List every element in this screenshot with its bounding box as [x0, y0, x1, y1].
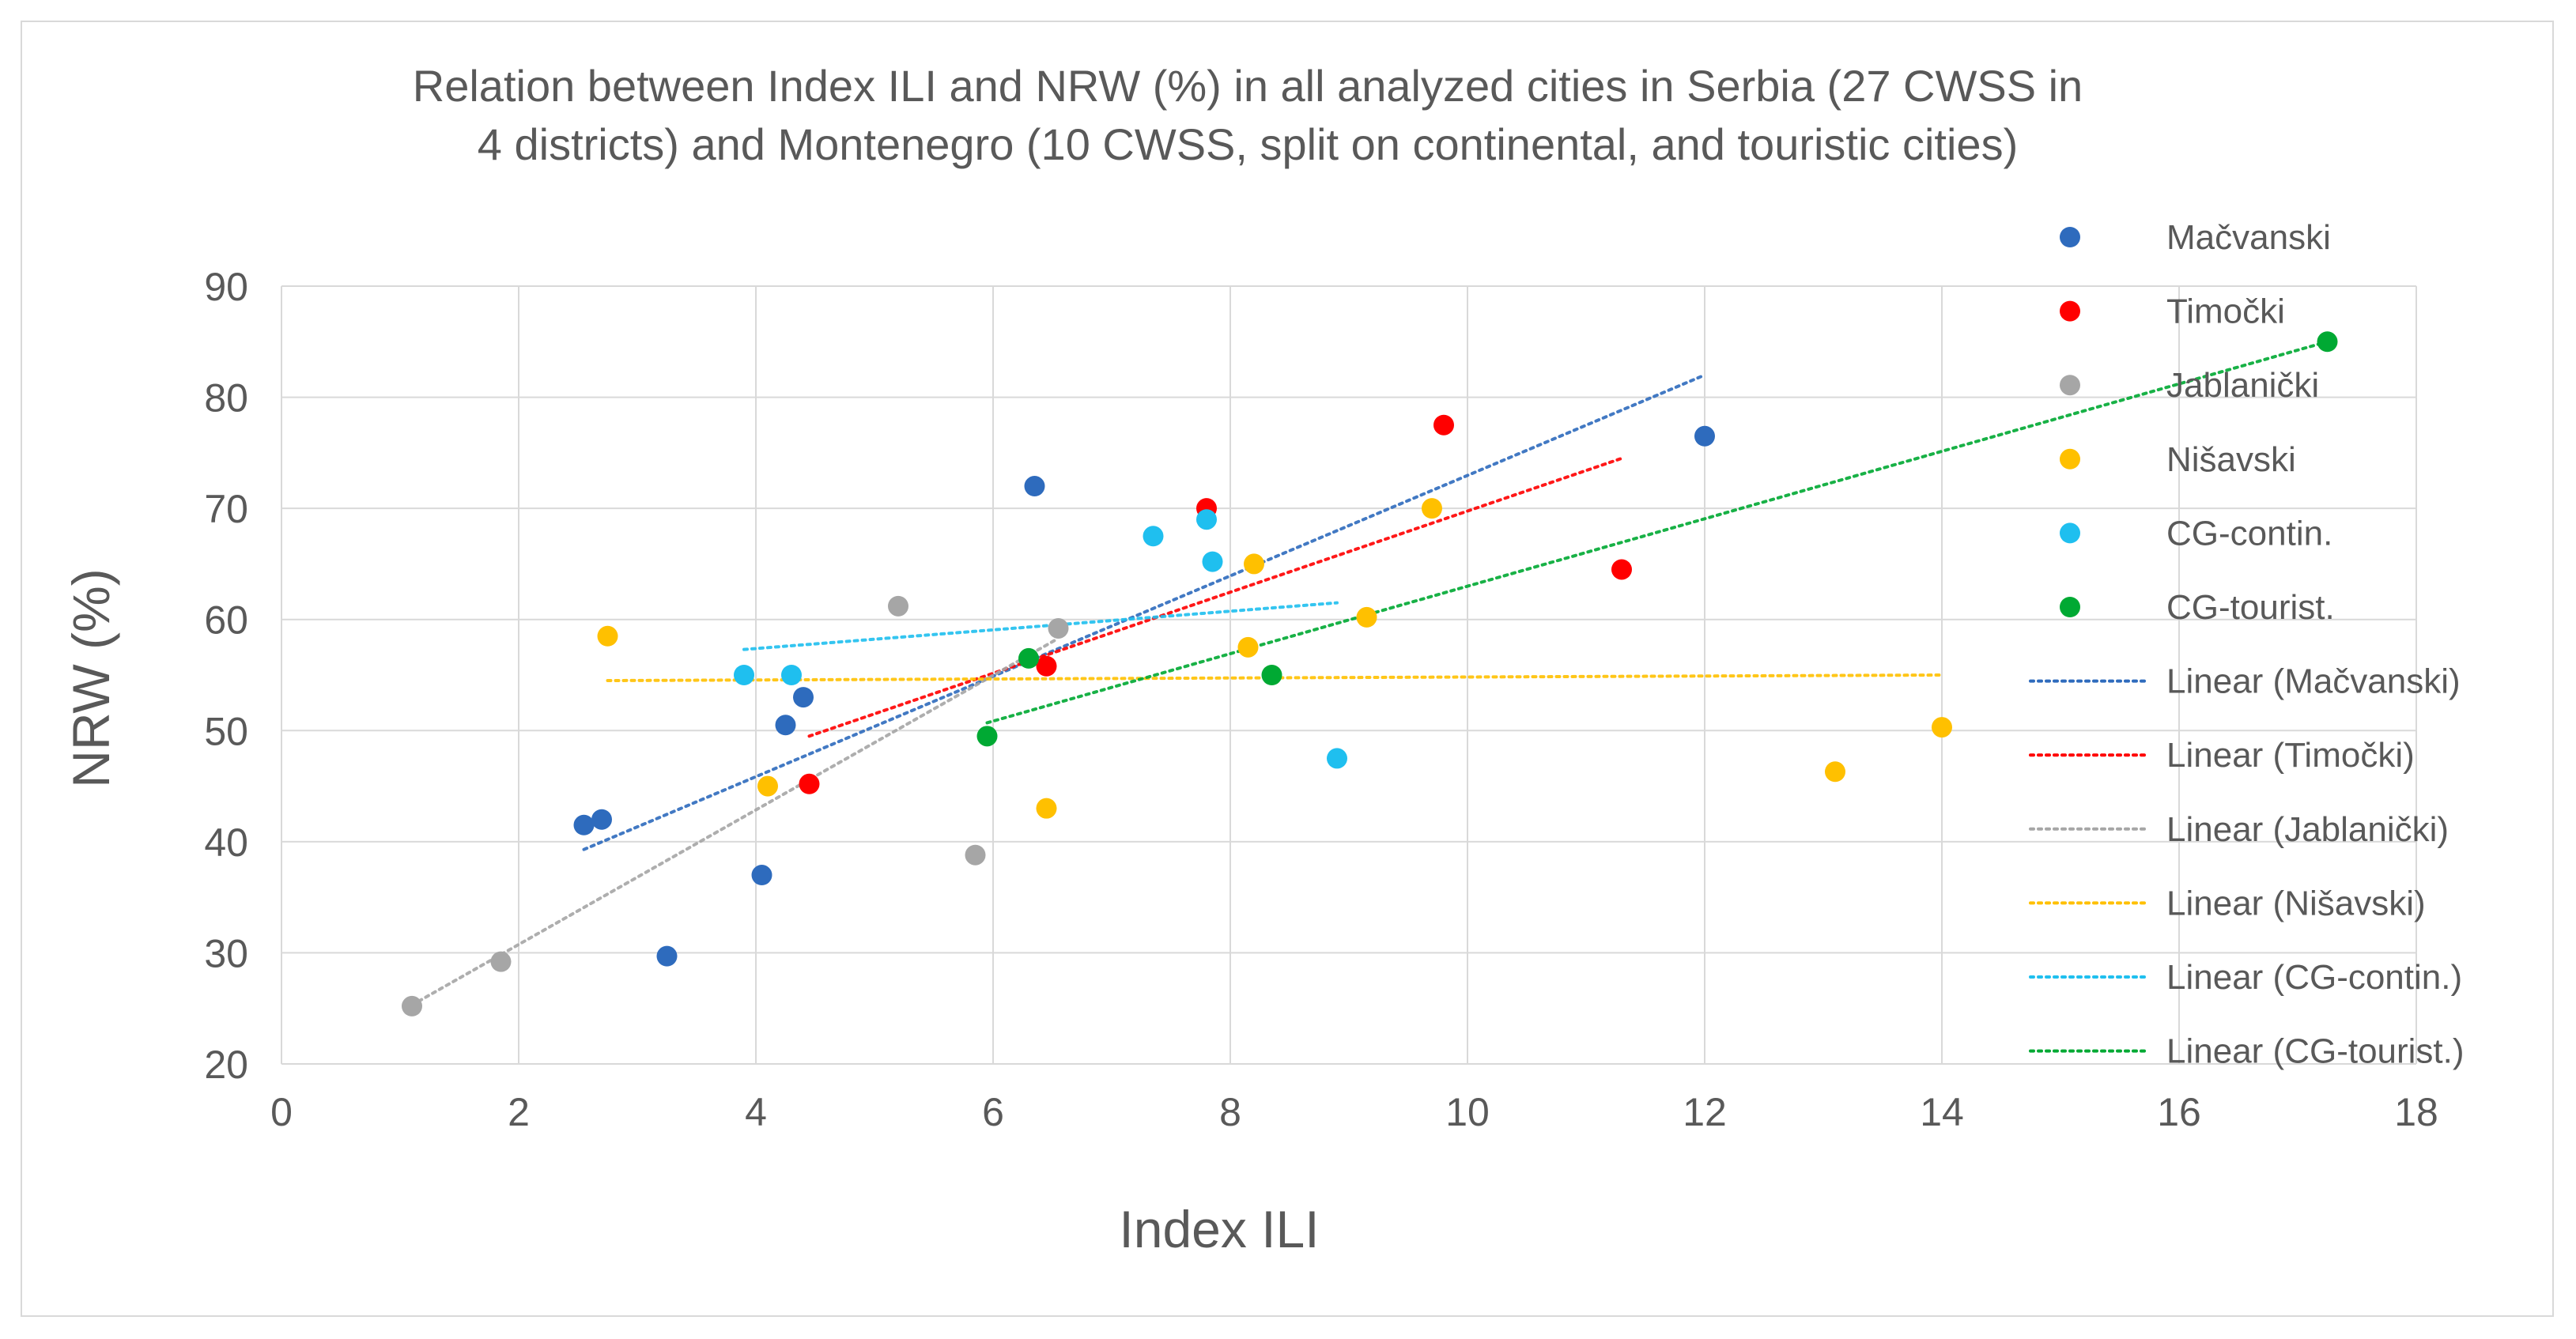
- data-point: [775, 715, 796, 736]
- x-tick-label: 6: [982, 1090, 1004, 1134]
- legend-label: Linear (Nišavski): [2166, 884, 2426, 922]
- data-point: [781, 665, 802, 685]
- x-tick-label: 18: [2394, 1090, 2438, 1134]
- data-point: [1611, 559, 1632, 580]
- data-point: [1024, 476, 1045, 497]
- scatter-chart: Relation between Index ILI and NRW (%) i…: [62, 61, 2465, 1258]
- y-tick-label: 40: [204, 820, 248, 865]
- data-point: [1356, 606, 1377, 628]
- data-point: [656, 945, 678, 967]
- legend-label: CG-contin.: [2166, 514, 2332, 553]
- gridlines: [281, 285, 2417, 1065]
- legend-marker: [2060, 375, 2080, 396]
- trendline: [582, 373, 1706, 851]
- data-point: [1196, 509, 1217, 530]
- data-point: [1143, 526, 1164, 547]
- data-point: [573, 814, 595, 835]
- data-point: [751, 865, 772, 886]
- data-point: [1244, 553, 1264, 575]
- data-point: [976, 726, 998, 747]
- x-tick-label: 2: [508, 1090, 530, 1134]
- legend-label: Linear (Mačvanski): [2166, 662, 2461, 701]
- data-point: [2317, 331, 2338, 353]
- data-point: [1932, 717, 1952, 738]
- x-axis-title: Index ILI: [1119, 1200, 1319, 1258]
- x-tick-label: 10: [1445, 1090, 1490, 1134]
- trendline: [410, 636, 1060, 1007]
- data-point: [793, 687, 814, 708]
- y-tick-label: 50: [204, 709, 248, 753]
- legend-label: Nišavski: [2166, 440, 2296, 479]
- data-point: [402, 995, 422, 1017]
- y-tick-label: 20: [204, 1043, 248, 1087]
- y-tick-label: 90: [204, 265, 248, 309]
- data-point: [799, 773, 820, 794]
- y-tick-label: 60: [204, 598, 248, 643]
- y-tick-label: 30: [204, 931, 248, 975]
- trendline: [742, 601, 1339, 651]
- x-tick-label: 14: [1920, 1090, 1964, 1134]
- data-point: [888, 595, 908, 617]
- y-tick-label: 70: [204, 487, 248, 531]
- data-point: [1018, 647, 1039, 669]
- chart-frame: Relation between Index ILI and NRW (%) i…: [21, 21, 2554, 1317]
- trendline: [985, 340, 2329, 725]
- x-tick-label: 16: [2157, 1090, 2201, 1134]
- x-tick-label: 8: [1219, 1090, 1241, 1134]
- data-points: [402, 331, 2338, 1017]
- x-tick-label: 12: [1683, 1090, 1727, 1134]
- legend-marker: [2060, 597, 2080, 617]
- legend-label: CG-tourist.: [2166, 588, 2335, 627]
- legend-marker: [2060, 448, 2080, 470]
- legend-label: Linear (CG-contin.): [2166, 958, 2462, 997]
- data-point: [757, 775, 778, 797]
- data-point: [1036, 655, 1057, 677]
- y-axis-title: NRW (%): [62, 568, 120, 787]
- data-point: [1694, 425, 1715, 447]
- y-tick-label: 80: [204, 376, 248, 421]
- legend-marker: [2060, 227, 2080, 247]
- trendline: [807, 456, 1623, 738]
- data-point: [1825, 761, 1845, 783]
- data-point: [734, 665, 754, 685]
- data-point: [1433, 414, 1454, 436]
- x-tick-label: 4: [745, 1090, 767, 1134]
- data-point: [597, 625, 618, 647]
- data-point: [1202, 551, 1223, 572]
- data-point: [490, 951, 512, 972]
- data-point: [591, 809, 612, 830]
- axis-ticks: 0 2 4 6 8 10 12 14 16 18 20 30 40 50 60 70 80 90: [204, 265, 2438, 1134]
- chart-title: Relation between Index ILI and NRW (%) i…: [413, 61, 2083, 169]
- legend-marker: [2060, 300, 2080, 322]
- legend-label: Mačvanski: [2166, 218, 2331, 257]
- legend-label: Linear (Jablanički): [2166, 810, 2449, 849]
- legend-label: Timočki: [2166, 292, 2285, 331]
- data-point: [1327, 748, 1347, 769]
- legend-marker: [2060, 522, 2080, 544]
- data-point: [1237, 636, 1259, 658]
- data-point: [1422, 498, 1442, 519]
- data-point: [1261, 665, 1282, 685]
- chart-title-line-1: Relation between Index ILI and NRW (%) i…: [413, 61, 2083, 111]
- legend-label: Jablanički: [2166, 366, 2319, 405]
- legend-label: Linear (CG-tourist.): [2166, 1032, 2465, 1071]
- data-point: [965, 844, 986, 866]
- data-point: [1036, 798, 1057, 819]
- data-point: [1048, 617, 1069, 639]
- x-tick-label: 0: [270, 1090, 293, 1134]
- legend-label: Linear (Timočki): [2166, 736, 2415, 775]
- trendlines: [410, 340, 2329, 1007]
- chart-title-line-2: 4 districts) and Montenegro (10 CWSS, sp…: [478, 119, 2018, 169]
- legend: Mačvanski Timočki Jablanički Nišavski CG-con…: [2029, 218, 2465, 1071]
